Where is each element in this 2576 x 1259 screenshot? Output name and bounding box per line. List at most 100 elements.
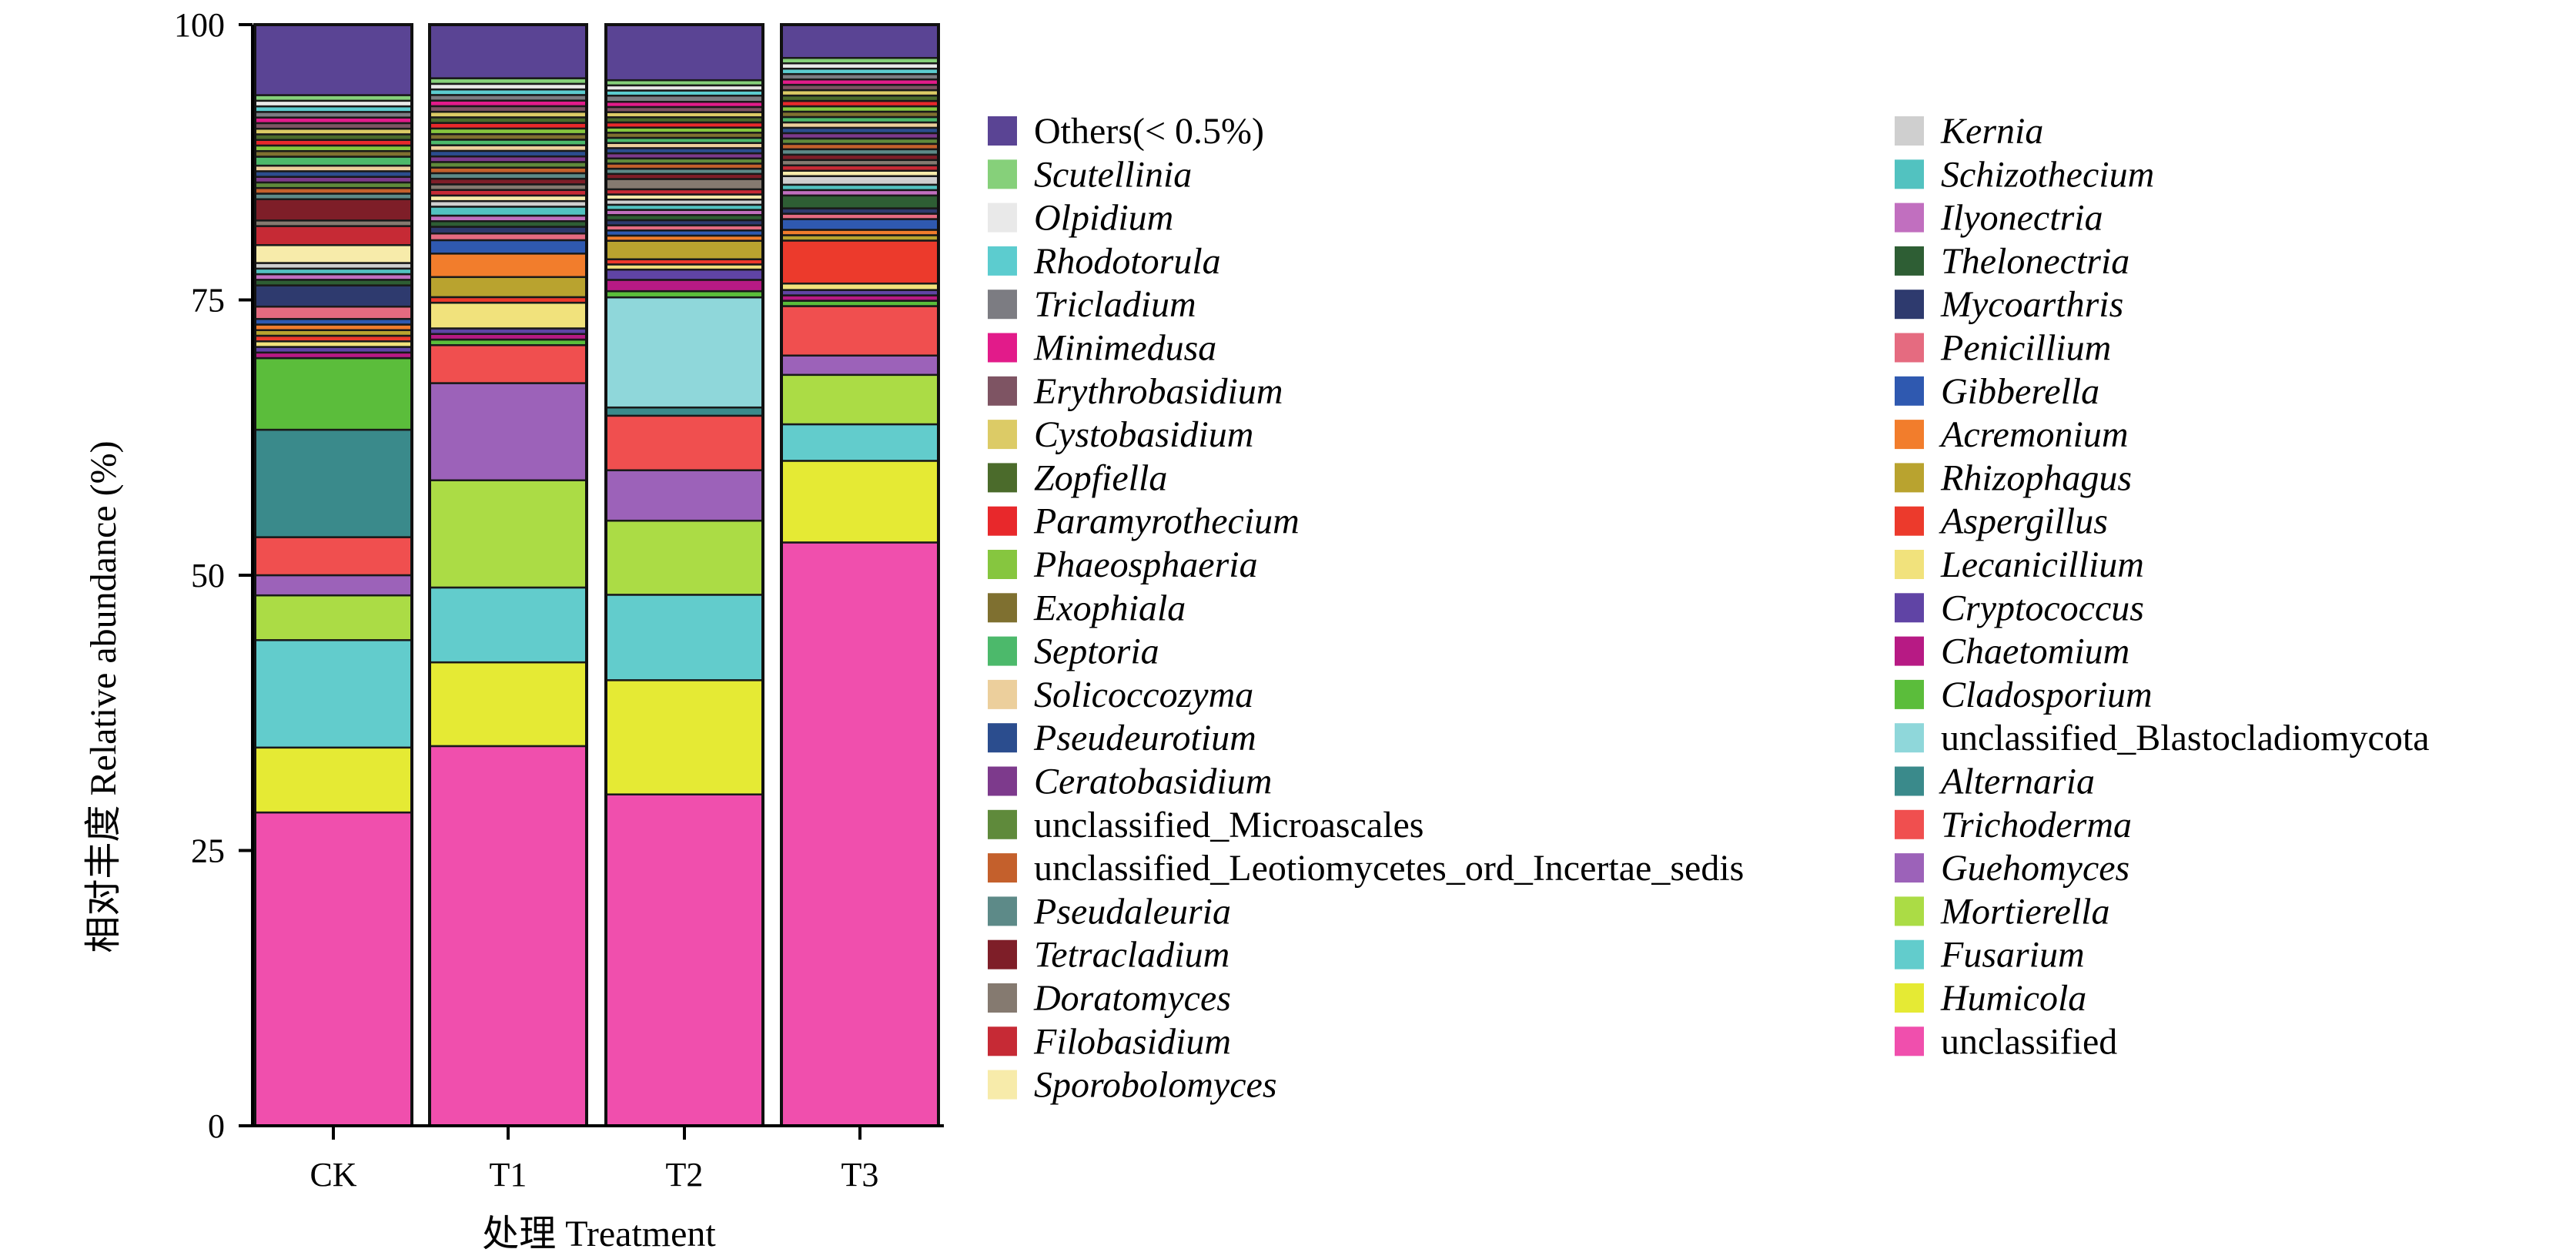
bar-segment-ck-mycoarthris	[253, 284, 413, 308]
bar-segment-t1-guehomyces	[428, 382, 588, 481]
legend-swatch-cryptococcus	[1895, 593, 1924, 623]
bar-segment-t3-mortierella	[780, 373, 940, 426]
bar-segment-t3-kernia	[780, 175, 940, 186]
legend-label-chaetomium: Chaetomium	[1941, 631, 2129, 672]
legend-label-acremonium: Acremonium	[1939, 414, 2129, 455]
bar-segment-t3-trichoderma	[780, 305, 940, 357]
bar-segment-t3-humicola	[780, 460, 940, 544]
legend-swatch-paramyrothecium	[988, 506, 1017, 536]
legend-swatch-sporobolomyces	[988, 1070, 1017, 1100]
legend-label-mortierella: Mortierella	[1940, 891, 2110, 932]
y-tick-label: 25	[191, 832, 225, 870]
y-tick-label: 50	[191, 557, 225, 594]
legend-label-exophiala: Exophiala	[1033, 588, 1186, 628]
bar-segment-t2-doratomyces	[604, 178, 764, 191]
bar-segment-t3-thelonectria	[780, 194, 940, 209]
legend-label-aspergillus: Aspergillus	[1939, 501, 2108, 542]
legend-label-rhodotorula: Rhodotorula	[1033, 241, 1221, 282]
legend-label-gibberella: Gibberella	[1941, 371, 2099, 412]
legend-swatch-humicola	[1895, 983, 1924, 1013]
bar-segment-t2-trichoderma	[604, 414, 764, 471]
bar-segment-t1-schizothecium	[428, 206, 588, 217]
bar-segment-t1-lecanicillium	[428, 301, 588, 330]
legend-swatch-ilyonectria	[1895, 203, 1924, 233]
legend-label-humicola: Humicola	[1940, 978, 2086, 1019]
bar-segment-ck-penicillium	[253, 305, 413, 320]
legend-label-septoria: Septoria	[1034, 631, 1159, 672]
bar-segment-t2-others-0-5	[604, 23, 764, 82]
legend-label-solicoccozyma: Solicoccozyma	[1034, 675, 1253, 715]
legend-label-trichoderma: Trichoderma	[1941, 805, 2132, 845]
legend-swatch-thelonectria	[1895, 246, 1924, 276]
legend-swatch-unclassified-blastocladiomycota	[1895, 723, 1924, 753]
legend-label-guehomyces: Guehomyces	[1941, 848, 2129, 889]
bar-segment-t2-cryptococcus	[604, 268, 764, 281]
legend-label-scutellinia: Scutellinia	[1034, 154, 1192, 195]
bar-segment-ck-alternaria	[253, 428, 413, 538]
legend-swatch-zopfiella	[988, 463, 1017, 493]
legend-swatch-filobasidium	[988, 1026, 1017, 1056]
legend-swatch-rhodotorula	[988, 246, 1017, 276]
bar-segment-ck-tetracladium	[253, 198, 413, 222]
legend-label-kernia: Kernia	[1940, 111, 2043, 152]
legend-swatch-fusarium	[1895, 939, 1924, 969]
legend-label-tetracladium: Tetracladium	[1034, 935, 1229, 976]
legend-swatch-trichoderma	[1895, 809, 1924, 839]
y-axis-title: 相对丰度 Relative abundance (%)	[83, 440, 124, 953]
bar-segment-t3-unclassified	[780, 541, 940, 1127]
legend-swatch-acremonium	[1895, 420, 1924, 450]
x-tick-label-ck: CK	[309, 1156, 356, 1194]
legend-label-erythrobasidium: Erythrobasidium	[1033, 371, 1283, 412]
legend-label-thelonectria: Thelonectria	[1941, 241, 2129, 282]
legend-swatch-cladosporium	[1895, 679, 1924, 709]
bar-segment-t2-rhizophagus	[604, 239, 764, 260]
legend-label-cystobasidium: Cystobasidium	[1034, 414, 1253, 455]
legend-label-ceratobasidium: Ceratobasidium	[1034, 762, 1272, 802]
legend-label-phaeosphaeria: Phaeosphaeria	[1033, 544, 1258, 585]
legend-swatch-doratomyces	[988, 983, 1017, 1013]
bar-segment-t1-unclassified	[428, 745, 588, 1127]
bar-segment-t2-fusarium	[604, 594, 764, 681]
legend-label-lecanicillium: Lecanicillium	[1940, 544, 2144, 585]
legend-swatch-unclassified-leotiomycetes-ord-incertae-sedis	[988, 853, 1017, 883]
bar-segment-ck-filobasidium	[253, 225, 413, 246]
bar-segment-t2-mortierella	[604, 519, 764, 596]
legend-swatch-others-0-5	[988, 116, 1017, 146]
legend-label-olpidium: Olpidium	[1034, 198, 1173, 239]
legend-label-unclassified: unclassified	[1941, 1021, 2117, 1062]
bar-segment-t3-fusarium	[780, 423, 940, 462]
bars-layer	[253, 23, 940, 1127]
legend-swatch-pseudaleuria	[988, 896, 1017, 926]
legend: Others(< 0.5%)ScutelliniaOlpidiumRhodoto…	[988, 111, 2430, 1106]
legend-swatch-erythrobasidium	[988, 376, 1017, 406]
bar-segment-t3-gibberella	[780, 218, 940, 231]
legend-swatch-exophiala	[988, 593, 1017, 623]
legend-label-paramyrothecium: Paramyrothecium	[1033, 501, 1300, 542]
legend-swatch-solicoccozyma	[988, 679, 1017, 709]
bar-segment-t1-others-0-5	[428, 23, 588, 79]
axes-layer: 0 25 50 75 100 CK T1 T2 T3	[174, 6, 944, 1194]
legend-label-fusarium: Fusarium	[1940, 935, 2085, 976]
legend-swatch-cystobasidium	[988, 420, 1017, 450]
y-tick-label: 75	[191, 282, 225, 320]
bar-segment-ck-humicola	[253, 746, 413, 814]
x-tick-label-t3: T3	[841, 1156, 879, 1194]
legend-label-mycoarthris: Mycoarthris	[1940, 284, 2123, 325]
legend-label-rhizophagus: Rhizophagus	[1940, 457, 2132, 498]
legend-swatch-chaetomium	[1895, 636, 1924, 666]
legend-swatch-mortierella	[1895, 896, 1924, 926]
bar-segment-t1-gibberella	[428, 239, 588, 255]
legend-label-others-0-5: Others(< 0.5%)	[1034, 111, 1264, 152]
legend-label-cladosporium: Cladosporium	[1941, 675, 2153, 715]
legend-swatch-mycoarthris	[1895, 290, 1924, 320]
legend-label-pseudaleuria: Pseudaleuria	[1033, 891, 1231, 932]
legend-swatch-pseudeurotium	[988, 723, 1017, 753]
legend-label-filobasidium: Filobasidium	[1033, 1021, 1231, 1062]
legend-label-cryptococcus: Cryptococcus	[1941, 588, 2144, 628]
legend-swatch-unclassified-microascales	[988, 809, 1017, 839]
bar-segment-t3-lecanicillium	[780, 282, 940, 291]
legend-label-pseudeurotium: Pseudeurotium	[1033, 718, 1256, 758]
x-tick-label-t1: T1	[490, 1156, 527, 1194]
bar-segment-ck-fusarium	[253, 639, 413, 749]
